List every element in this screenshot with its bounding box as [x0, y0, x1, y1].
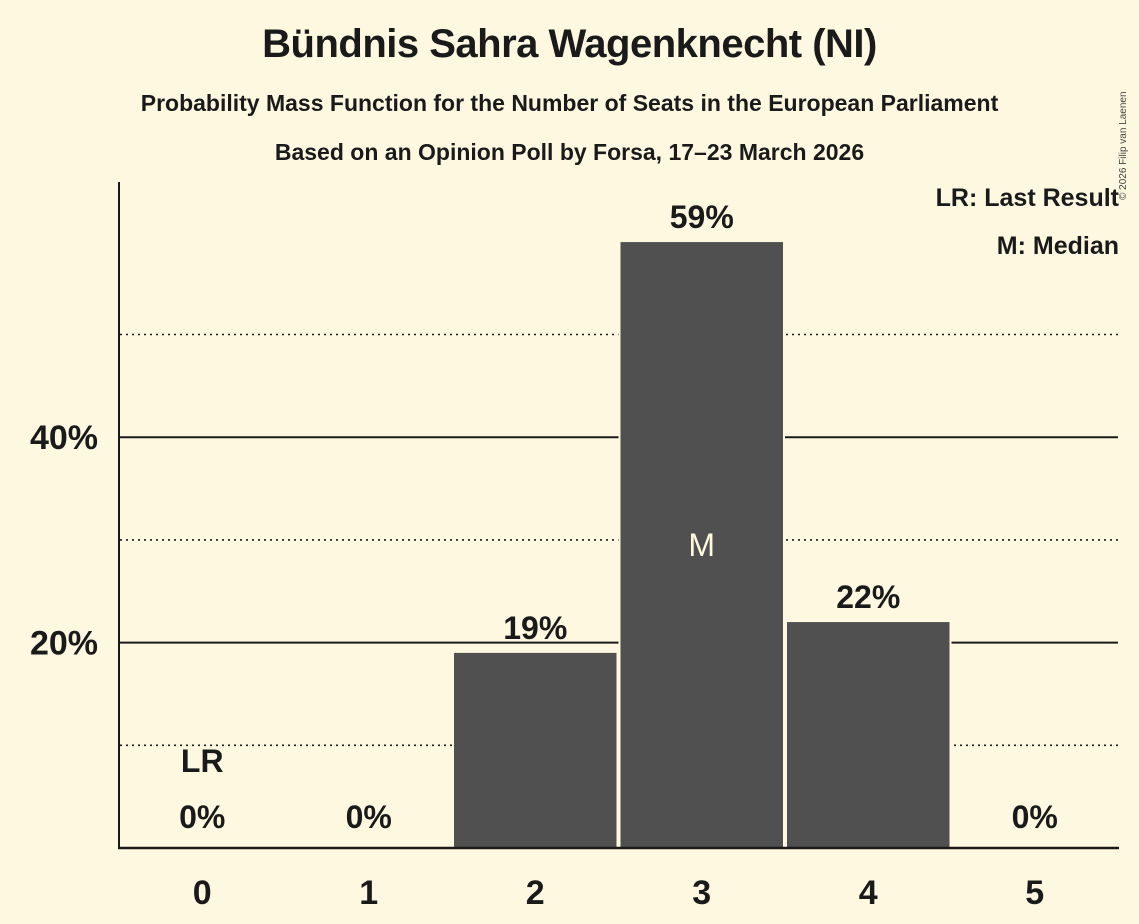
legend-median: M: Median: [996, 232, 1119, 260]
legend-last-result: LR: Last Result: [935, 184, 1119, 212]
bar-3: [620, 242, 783, 848]
chart-subtitle: Probability Mass Function for the Number…: [140, 90, 999, 116]
annotations: LR M: [181, 527, 715, 779]
x-tick-label-4: 4: [859, 874, 878, 912]
chart-title: Bündnis Sahra Wagenknecht (NI): [262, 22, 877, 66]
bars: [452, 242, 952, 848]
x-tick-label-3: 3: [692, 874, 711, 912]
x-tick-label-1: 1: [359, 874, 378, 912]
value-label-4: 22%: [836, 579, 900, 615]
x-tick-label-2: 2: [526, 874, 545, 912]
last-result-marker: LR: [181, 743, 224, 779]
x-tick-label-0: 0: [193, 874, 212, 912]
value-label-0: 0%: [179, 799, 225, 835]
value-label-2: 19%: [503, 610, 567, 646]
value-label-3: 59%: [670, 199, 734, 235]
bar-4: [787, 622, 950, 848]
axes: [118, 182, 1119, 850]
chart-source-subtitle: Based on an Opinion Poll by Forsa, 17–23…: [274, 139, 865, 165]
y-axis-labels: 20% 40%: [30, 419, 98, 662]
x-tick-label-5: 5: [1025, 874, 1044, 912]
value-label-1: 0%: [346, 799, 392, 835]
x-axis-labels: 0 1 2 3 4 5: [193, 874, 1044, 912]
value-label-5: 0%: [1012, 799, 1058, 835]
bar-2: [454, 652, 617, 848]
y-tick-label-40: 40%: [30, 419, 98, 457]
median-marker: M: [688, 527, 715, 563]
y-tick-label-20: 20%: [30, 625, 98, 663]
value-labels: 0% 0% 19% 59% 22% 0%: [179, 199, 1058, 835]
